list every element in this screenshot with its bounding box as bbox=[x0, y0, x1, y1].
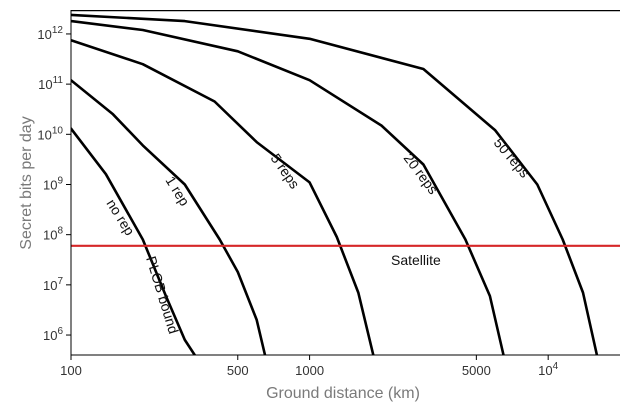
y-axis-label: Secret bits per day bbox=[18, 116, 35, 249]
no-rep-label: no rep bbox=[103, 196, 138, 238]
y-tick-label: 107 bbox=[43, 276, 63, 293]
x-tick-label: 5000 bbox=[462, 363, 491, 378]
x-tick-label: 104 bbox=[538, 361, 558, 378]
x-tick-label: 500 bbox=[227, 363, 249, 378]
series-line-1-rep bbox=[71, 78, 267, 355]
rep50-label: 50 reps bbox=[491, 135, 533, 181]
y-tick-label: 1010 bbox=[37, 125, 63, 142]
x-axis-label: Ground distance (km) bbox=[266, 385, 420, 402]
y-tick-label: 1011 bbox=[38, 75, 63, 92]
series-line-20-reps bbox=[71, 19, 505, 355]
axes bbox=[70, 10, 620, 356]
plob-bound-label: PLOB bound bbox=[143, 254, 182, 335]
y-tick-label: 108 bbox=[43, 226, 63, 243]
rep20-label: 20 reps bbox=[401, 150, 442, 197]
x-tick-label: 100 bbox=[60, 363, 82, 378]
satellite-label: Satellite bbox=[391, 252, 441, 268]
ticks: 100 500 1000 5000 104 106 107 108 109 1010 1011 101… bbox=[37, 25, 558, 378]
series-line-5-reps bbox=[71, 38, 375, 355]
series-line-50-reps bbox=[71, 13, 599, 355]
y-tick-label: 109 bbox=[43, 175, 63, 192]
curve-labels: no rep PLOB bound 1 rep 5 reps 20 reps 5… bbox=[103, 135, 533, 336]
rep5-label: 5 reps bbox=[268, 151, 303, 192]
y-tick-label: 106 bbox=[43, 326, 63, 343]
x-tick-label: 1000 bbox=[295, 363, 324, 378]
curves bbox=[71, 10, 620, 355]
y-tick-label: 1012 bbox=[37, 25, 63, 42]
series-line-plob-bound bbox=[71, 127, 196, 355]
